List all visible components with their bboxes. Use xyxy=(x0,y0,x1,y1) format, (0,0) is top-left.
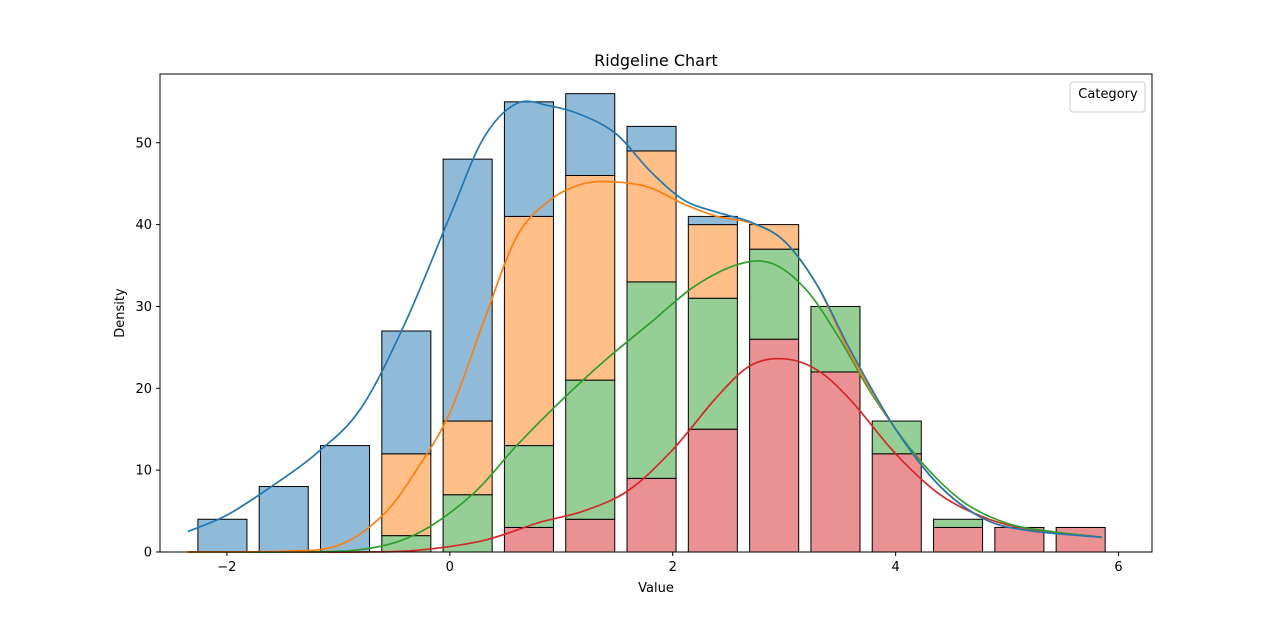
bar-segment-0-6 xyxy=(565,518,616,553)
y-tick-label: 0 xyxy=(144,546,152,561)
bar-segment-1-7 xyxy=(626,281,677,479)
x-tick-label: 6 xyxy=(1114,560,1122,575)
bar-segment-3-7 xyxy=(626,125,677,152)
bar-segment-2-9 xyxy=(749,224,800,250)
bar-segment-2-4 xyxy=(442,420,493,496)
y-tick-label: 40 xyxy=(135,218,152,233)
kde-line-3 xyxy=(187,100,1102,539)
bar-segment-2-8 xyxy=(687,224,738,299)
x-axis-ticks: −2 0 2 4 6 xyxy=(217,552,1123,575)
chart-title: Ridgeline Chart xyxy=(594,51,718,70)
legend: Category xyxy=(1069,81,1146,113)
bar-segment-2-6 xyxy=(565,174,616,381)
plot-frame xyxy=(159,73,1153,553)
y-tick-label: 20 xyxy=(135,382,152,397)
y-axis-ticks: 0 10 20 30 40 50 xyxy=(135,136,160,561)
legend-box xyxy=(1069,81,1146,113)
y-tick-label: 10 xyxy=(135,464,152,479)
kde-line-0 xyxy=(187,357,1102,553)
y-tick-label: 50 xyxy=(135,136,152,151)
x-tick-label: −2 xyxy=(217,560,236,575)
bar-segment-1-9 xyxy=(749,248,800,340)
bar-segment-0-9 xyxy=(749,338,800,553)
y-tick-label: 30 xyxy=(135,300,152,315)
bar-segment-1-8 xyxy=(687,297,738,430)
bar-segment-3-2 xyxy=(320,445,371,553)
legend-title: Category xyxy=(1078,87,1138,102)
bar-segment-0-11 xyxy=(871,453,922,553)
bar-segment-2-3 xyxy=(381,453,432,537)
bar-segment-1-5 xyxy=(503,445,554,528)
bar-segment-3-3 xyxy=(381,330,432,455)
axes-layer xyxy=(159,73,1153,553)
x-tick-label: 2 xyxy=(669,560,677,575)
bar-segment-0-10 xyxy=(810,371,861,553)
bar-segment-3-1 xyxy=(258,486,309,553)
bar-segment-3-8 xyxy=(687,215,738,226)
bar-segment-0-14 xyxy=(1055,526,1106,553)
bar-segment-3-6 xyxy=(565,93,616,176)
bar-segment-3-4 xyxy=(442,158,493,422)
bar-segment-0-12 xyxy=(933,526,984,553)
x-tick-label: 0 xyxy=(446,560,454,575)
kde-line-1 xyxy=(187,260,1102,554)
bar-segment-2-7 xyxy=(626,150,677,283)
bar-segment-2-5 xyxy=(503,215,554,447)
x-axis-label: Value xyxy=(638,581,674,596)
bar-segment-1-11 xyxy=(871,420,922,455)
x-tick-label: 4 xyxy=(891,560,899,575)
bars-layer xyxy=(197,93,1106,553)
bar-segment-0-7 xyxy=(626,477,677,553)
bar-segment-3-5 xyxy=(503,101,554,217)
bar-segment-1-12 xyxy=(933,518,984,528)
kde-layer xyxy=(187,100,1102,554)
y-axis-label: Density xyxy=(113,288,128,338)
bar-segment-0-8 xyxy=(687,428,738,553)
bar-segment-1-6 xyxy=(565,379,616,520)
